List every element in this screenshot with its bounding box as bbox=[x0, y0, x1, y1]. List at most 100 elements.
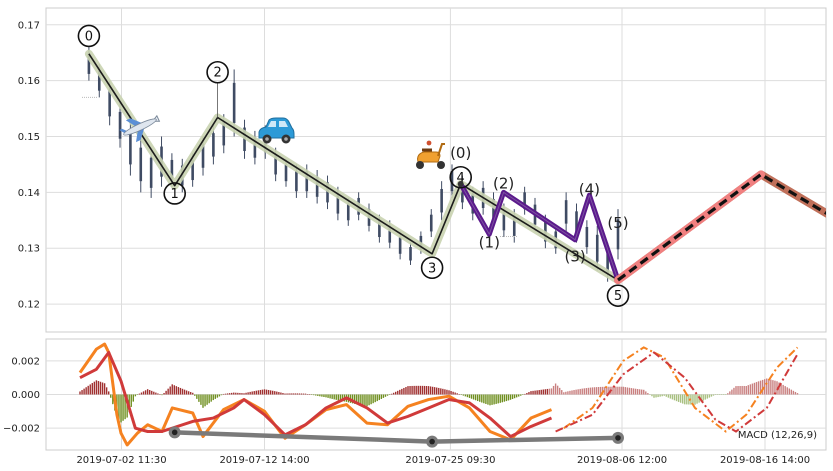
histogram-bar bbox=[706, 394, 708, 399]
histogram-bar bbox=[339, 394, 342, 401]
histogram-bar bbox=[390, 393, 393, 395]
histogram-bar bbox=[444, 389, 446, 395]
divergence-point-core bbox=[429, 438, 435, 445]
macd-label: MACD (12,26,9) bbox=[738, 430, 817, 441]
histogram-bar bbox=[472, 394, 475, 400]
histogram-bar bbox=[550, 388, 553, 395]
histogram-bar bbox=[477, 394, 479, 402]
histogram-bar bbox=[151, 390, 153, 395]
histogram-bar bbox=[712, 394, 715, 396]
histogram-bar bbox=[89, 384, 91, 395]
histogram-bar bbox=[294, 393, 296, 395]
histogram-bar bbox=[247, 392, 249, 395]
candle-body bbox=[222, 121, 226, 146]
histogram-bar bbox=[212, 394, 214, 401]
wave-4-dot bbox=[457, 180, 464, 187]
histogram-bar bbox=[673, 394, 676, 401]
wave-label: 0 bbox=[85, 29, 93, 44]
histogram-bar bbox=[259, 389, 262, 395]
candle-body bbox=[201, 144, 205, 168]
candle-body bbox=[212, 133, 215, 157]
candle-body bbox=[295, 171, 298, 192]
scooter-icon bbox=[416, 140, 445, 169]
histogram-bar bbox=[272, 390, 274, 395]
histogram-bar bbox=[671, 394, 674, 400]
histogram-bar bbox=[112, 394, 114, 405]
histogram-bar bbox=[474, 394, 477, 401]
histogram-bar bbox=[774, 380, 776, 395]
histogram-bar bbox=[374, 394, 376, 403]
histogram-bar bbox=[245, 392, 247, 395]
histogram-bar bbox=[202, 394, 204, 408]
candle-body bbox=[315, 176, 319, 197]
histogram-bar bbox=[362, 394, 364, 406]
histogram-bar bbox=[323, 394, 325, 397]
histogram-bar bbox=[101, 382, 104, 395]
histogram-bar bbox=[83, 388, 85, 395]
candle-body bbox=[429, 214, 433, 232]
histogram-bar bbox=[786, 387, 788, 395]
histogram-bar bbox=[528, 392, 530, 395]
histogram-bar bbox=[745, 385, 747, 395]
histogram-bar bbox=[593, 387, 596, 395]
histogram-bar bbox=[675, 394, 678, 402]
candle-body bbox=[575, 211, 578, 235]
histogram-bar bbox=[436, 387, 438, 395]
candle-body bbox=[336, 193, 340, 214]
x-tick-label: 2019-08-16 14:00 bbox=[720, 455, 810, 466]
histogram-bar bbox=[415, 385, 417, 395]
histogram-bar bbox=[651, 394, 653, 397]
histogram-bar bbox=[226, 393, 229, 395]
histogram-bar bbox=[298, 393, 301, 395]
histogram-bar bbox=[403, 387, 405, 395]
histogram-bar bbox=[249, 391, 251, 395]
histogram-bar bbox=[274, 391, 276, 395]
histogram-bar bbox=[329, 394, 331, 399]
histogram-bar bbox=[479, 394, 481, 402]
histogram-bar bbox=[134, 394, 137, 397]
histogram-bar bbox=[604, 386, 606, 395]
histogram-bar bbox=[643, 389, 645, 395]
candle-body bbox=[274, 154, 277, 175]
histogram-bar bbox=[723, 394, 725, 395]
histogram-bar bbox=[483, 394, 485, 404]
histogram-bar bbox=[544, 389, 547, 395]
histogram-bar bbox=[149, 390, 151, 395]
histogram-bar bbox=[725, 394, 727, 396]
candle-body bbox=[87, 53, 91, 74]
histogram-bar bbox=[782, 384, 784, 395]
histogram-bar bbox=[573, 390, 575, 395]
histogram-bar bbox=[778, 382, 780, 395]
histogram-bar bbox=[440, 388, 442, 395]
histogram-bar bbox=[427, 386, 430, 395]
x-tick-label: 2019-07-25 09:30 bbox=[405, 455, 495, 466]
histogram-bar bbox=[628, 387, 631, 395]
histogram-bar bbox=[585, 388, 588, 395]
histogram-bar bbox=[766, 378, 768, 395]
histogram-bar bbox=[306, 394, 309, 395]
candle-body bbox=[378, 220, 381, 238]
histogram-bar bbox=[526, 392, 528, 395]
histogram-bar bbox=[79, 391, 81, 395]
histogram-bar bbox=[735, 386, 737, 395]
histogram-bar bbox=[559, 387, 561, 395]
histogram-bar bbox=[587, 387, 590, 395]
price-y-tick: 0.16 bbox=[18, 76, 40, 87]
histogram-bar bbox=[538, 390, 540, 395]
histogram-bar bbox=[509, 394, 512, 400]
subwave-label: (1) bbox=[479, 234, 500, 252]
histogram-bar bbox=[210, 394, 212, 402]
histogram-bar bbox=[491, 394, 493, 405]
candle-body bbox=[398, 237, 402, 254]
histogram-bar bbox=[776, 381, 778, 395]
histogram-bar bbox=[489, 394, 491, 406]
histogram-bar bbox=[122, 394, 124, 421]
histogram-bar bbox=[171, 384, 173, 395]
histogram-bar bbox=[458, 394, 460, 395]
histogram-bar bbox=[624, 387, 626, 395]
histogram-bar bbox=[659, 394, 661, 397]
candle-body bbox=[284, 164, 288, 182]
histogram-bar bbox=[224, 393, 227, 395]
histogram-bar bbox=[331, 394, 333, 399]
